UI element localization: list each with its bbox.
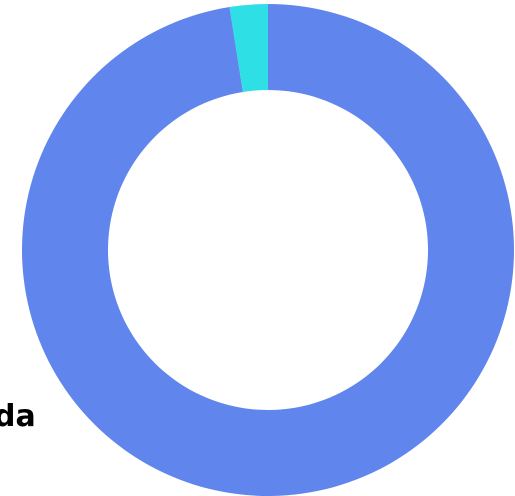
donut-slice-2: [229, 4, 268, 92]
slice-label: da: [0, 399, 36, 434]
donut-slice-1: [22, 4, 514, 496]
donut-slices: [22, 4, 514, 496]
